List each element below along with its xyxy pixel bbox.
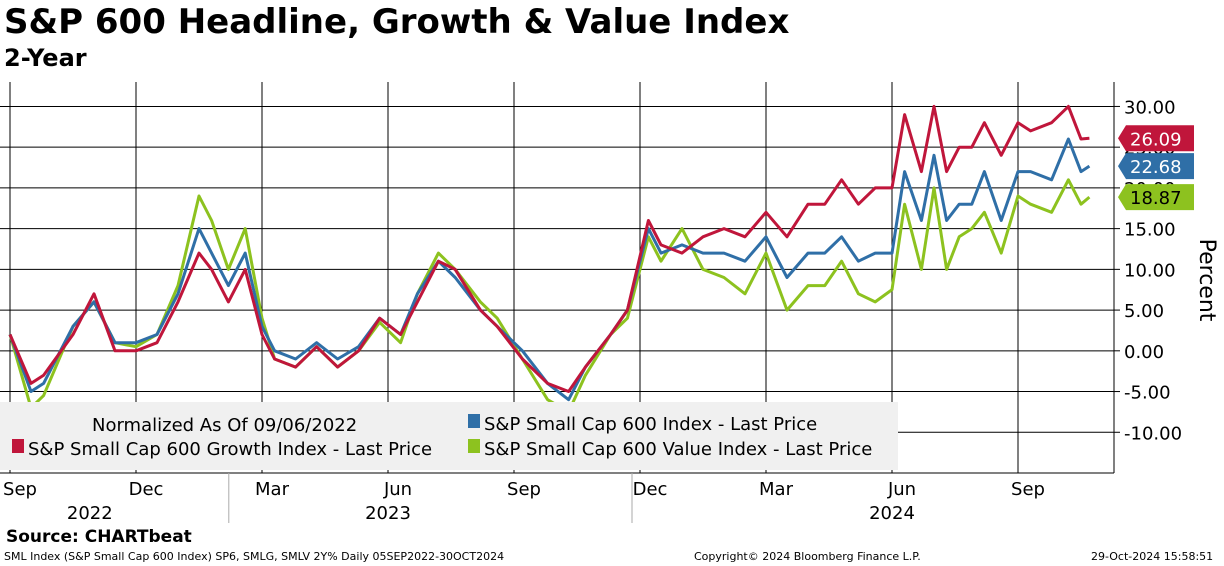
last-value-tag: [1118, 184, 1194, 211]
x-tick-label: Jun: [887, 479, 916, 500]
x-tick-label: Mar: [255, 479, 290, 500]
legend-entry: S&P Small Cap 600 Growth Index - Last Pr…: [28, 439, 432, 460]
line-chart: 30.0025.0020.0015.0010.005.000.00-5.00-1…: [0, 82, 1219, 524]
x-tick-label: Mar: [759, 479, 794, 500]
chart-title: S&P 600 Headline, Growth & Value Index: [4, 2, 790, 42]
y-tick-label: 0.00: [1124, 342, 1164, 363]
chart-subtitle: 2-Year: [4, 44, 87, 72]
series-line-0: [8, 178, 1091, 414]
x-tick-label: Jun: [383, 479, 412, 500]
legend-swatch: [468, 439, 480, 453]
legend-box: [0, 402, 898, 470]
legend-swatch: [12, 439, 24, 453]
x-tick-label: Sep: [1011, 479, 1045, 500]
series-line-2: [8, 104, 1090, 393]
x-tick-label: Dec: [129, 479, 164, 500]
last-value-label: 22.68: [1130, 157, 1182, 178]
last-value-label: 26.09: [1130, 129, 1182, 150]
y-tick-label: -5.00: [1124, 383, 1171, 404]
y-tick-label: 15.00: [1124, 220, 1176, 241]
y-tick-label: 5.00: [1124, 301, 1164, 322]
y-tick-label: 10.00: [1124, 260, 1176, 281]
x-tick-label: Sep: [3, 479, 37, 500]
x-tick-label: Sep: [507, 479, 541, 500]
legend-note: Normalized As Of 09/06/2022: [92, 415, 357, 436]
legend-entry: S&P Small Cap 600 Index - Last Price: [484, 414, 817, 435]
last-value-label: 18.87: [1130, 188, 1182, 209]
footer-timestamp: 29-Oct-2024 15:58:51: [1091, 550, 1214, 563]
y-tick-label: 30.00: [1124, 97, 1176, 118]
y-axis-label: Percent: [1194, 239, 1219, 322]
last-value-tag: [1118, 125, 1194, 152]
source-label: Source: CHARTbeat: [6, 527, 192, 547]
x-tick-label: Dec: [633, 479, 668, 500]
year-label: 2024: [869, 503, 915, 524]
footer-copyright: Copyright© 2024 Bloomberg Finance L.P.: [694, 550, 921, 563]
footer-details: SML Index (S&P Small Cap 600 Index) SP6,…: [4, 550, 505, 563]
y-tick-label: -10.00: [1124, 423, 1182, 444]
year-label: 2022: [67, 503, 113, 524]
legend-swatch: [468, 414, 480, 428]
year-label: 2023: [365, 503, 411, 524]
legend-entry: S&P Small Cap 600 Value Index - Last Pri…: [484, 439, 872, 460]
last-value-tag: [1118, 153, 1194, 180]
